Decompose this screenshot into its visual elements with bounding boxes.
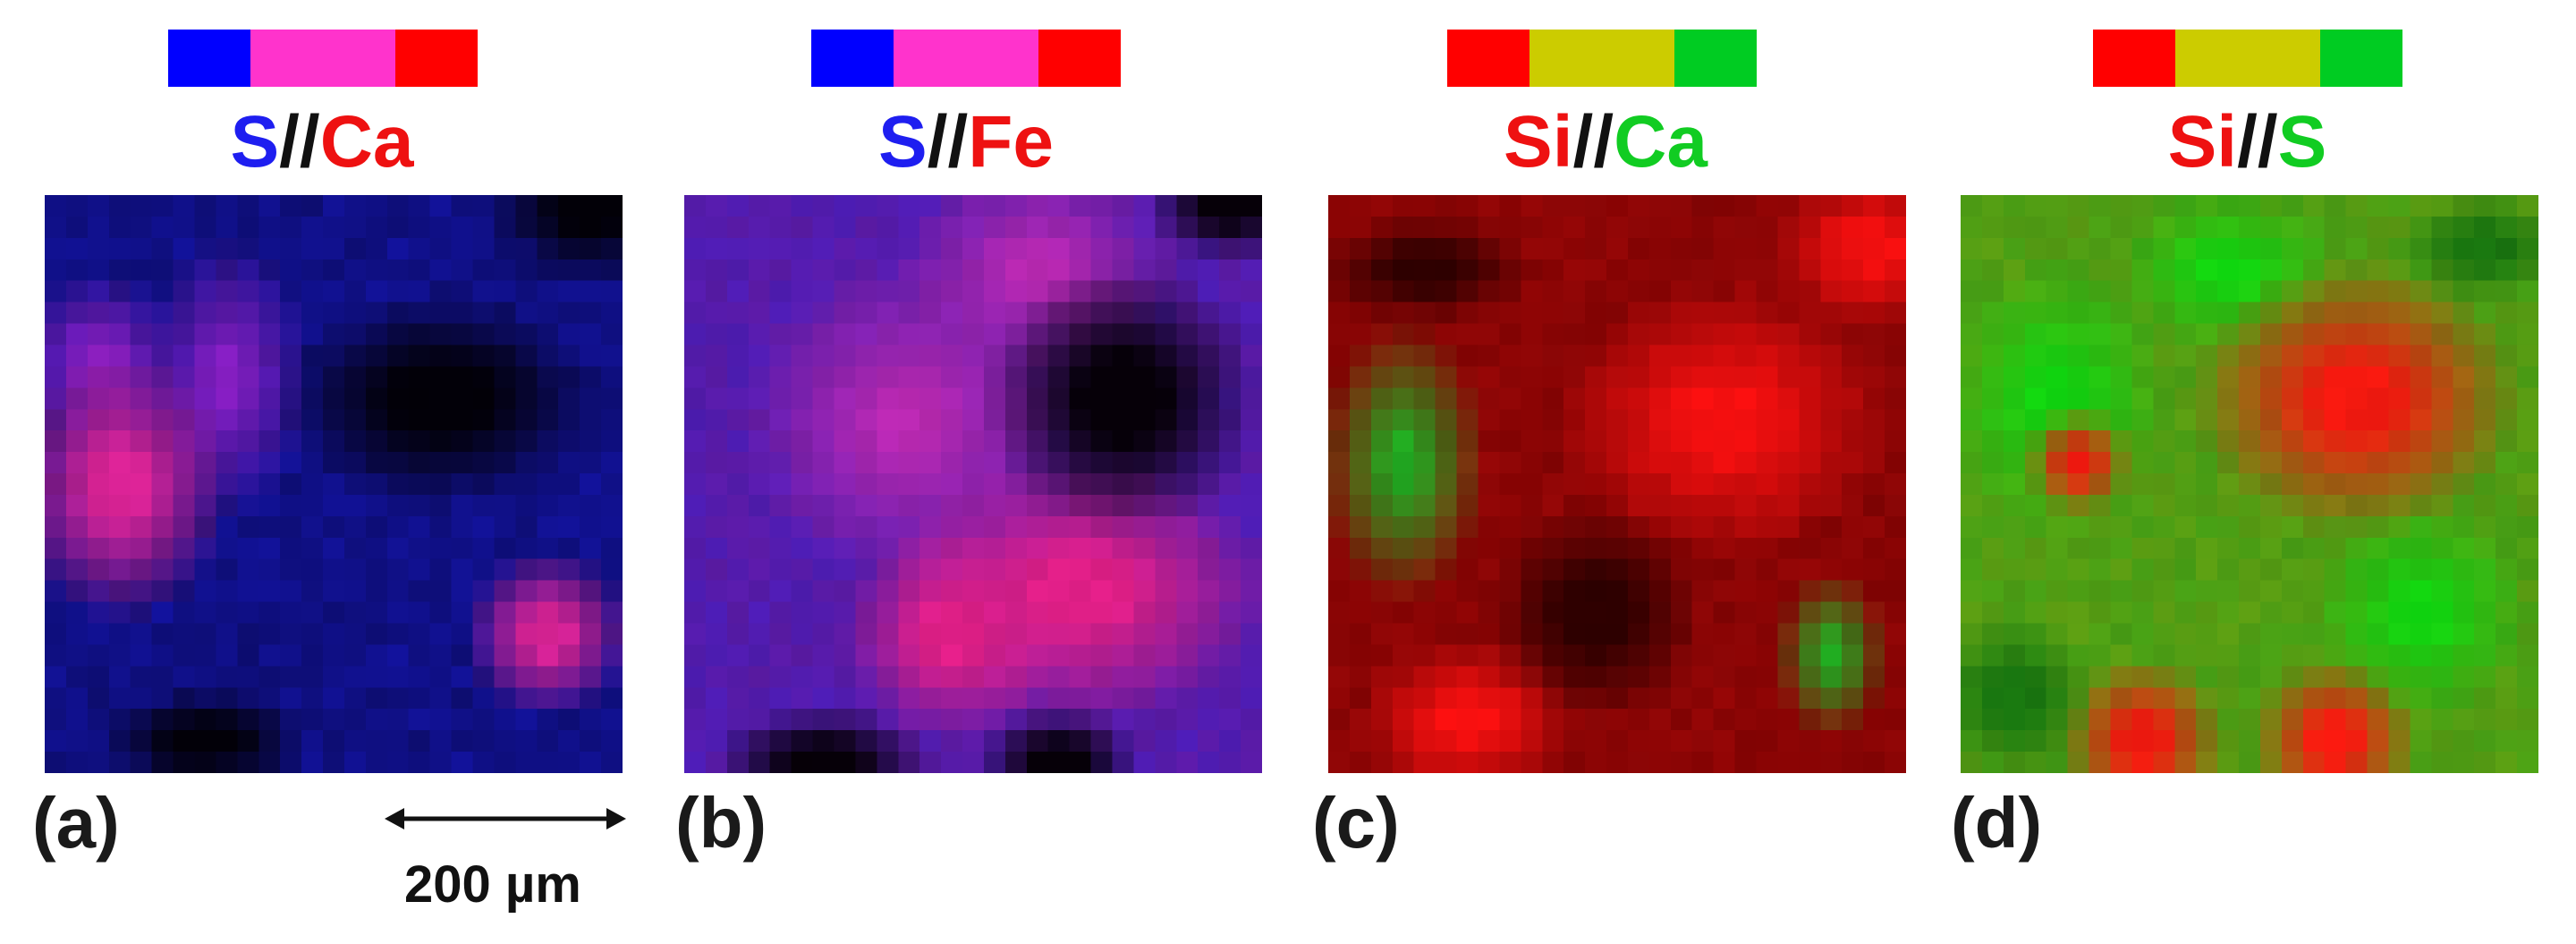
- panel-letter: (d): [1951, 783, 2043, 863]
- color-scale-segment: [2093, 30, 2175, 87]
- title-element-2: Ca: [1614, 101, 1707, 183]
- title-element-2: S: [2277, 101, 2327, 183]
- color-scale-segment: [2320, 30, 2402, 87]
- elemental-map: [45, 195, 623, 773]
- color-scale-segment: [168, 30, 250, 87]
- title-element-2: Fe: [968, 101, 1054, 183]
- title-separator: //: [1572, 101, 1614, 183]
- title-element-2: Ca: [319, 101, 414, 183]
- panel-a: S//Ca (a) 200 µm: [0, 0, 626, 944]
- title-element-1: S: [230, 101, 280, 183]
- color-scale-segment: [1038, 30, 1121, 87]
- panel-letter: (a): [32, 783, 120, 863]
- color-scale-segment: [1674, 30, 1757, 87]
- panel-title: S//Fe: [640, 106, 1292, 179]
- panel-title: Si//Ca: [1284, 106, 1928, 179]
- color-scale-segment: [811, 30, 894, 87]
- panel-letter: (c): [1312, 783, 1400, 863]
- color-scale-bar: [1447, 30, 1757, 87]
- scale-arrow-icon: [385, 808, 626, 829]
- color-scale-bar: [168, 30, 478, 87]
- title-element-1: S: [878, 101, 928, 183]
- panel-c: Si//Ca (c): [1284, 0, 1906, 944]
- elemental-map: [684, 195, 1262, 773]
- color-scale-segment: [1530, 30, 1674, 87]
- title-separator: //: [2237, 101, 2278, 183]
- color-scale-segment: [894, 30, 1038, 87]
- panel-d: Si//S (d): [1919, 0, 2538, 944]
- elemental-map: [1961, 195, 2538, 773]
- color-scale-segment: [1447, 30, 1530, 87]
- title-separator: //: [927, 101, 969, 183]
- color-scale-segment: [395, 30, 478, 87]
- scale-label: 200 µm: [404, 855, 581, 914]
- panel-title: S//Ca: [0, 106, 644, 179]
- panel-title: Si//S: [1919, 106, 2576, 179]
- panel-b: S//Fe (b): [640, 0, 1262, 944]
- panel-letter: (b): [675, 783, 767, 863]
- color-scale-segment: [250, 30, 395, 87]
- color-scale-bar: [811, 30, 1121, 87]
- title-element-1: Si: [2167, 101, 2238, 183]
- title-element-1: Si: [1504, 101, 1573, 183]
- color-scale-segment: [2175, 30, 2320, 87]
- title-separator: //: [279, 101, 320, 183]
- color-scale-bar: [2093, 30, 2402, 87]
- elemental-map: [1328, 195, 1906, 773]
